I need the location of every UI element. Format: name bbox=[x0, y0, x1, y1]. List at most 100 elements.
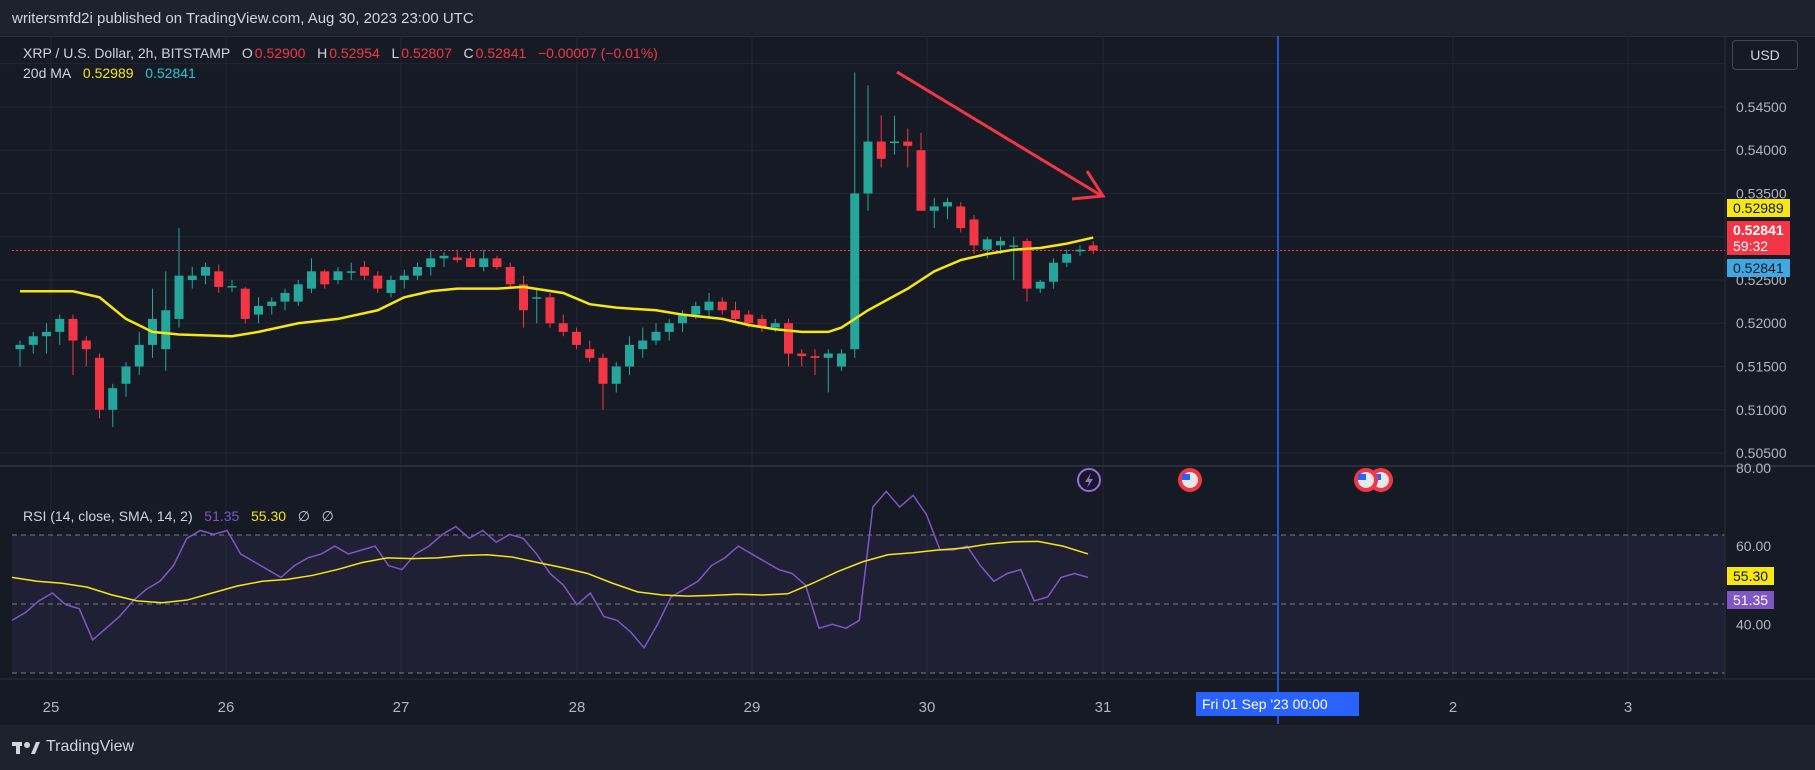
ohlc-legend: XRP / U.S. Dollar, 2h, BITSTAMP O 0.52900… bbox=[23, 45, 658, 61]
candle-body bbox=[837, 353, 846, 367]
lightning-icon[interactable] bbox=[1077, 468, 1101, 492]
candle-body bbox=[174, 275, 184, 319]
time-axis-ticks: 25 26 27 28 29 30 31 2 3 bbox=[43, 699, 1633, 716]
ma-price-tag: 0.52989 bbox=[1727, 199, 1790, 217]
change-value: −0.00007 (−0.01%) bbox=[537, 45, 658, 61]
price-tick-label: 0.51000 bbox=[1736, 402, 1787, 418]
candle-body bbox=[293, 284, 303, 302]
rsi-line bbox=[11, 490, 1089, 650]
price-tick-label: 0.53500 bbox=[1736, 185, 1787, 201]
candle-body bbox=[545, 297, 555, 324]
candle-body bbox=[691, 305, 701, 315]
candle-body bbox=[638, 340, 648, 350]
candle-body bbox=[664, 323, 674, 332]
time-tick-label: 28 bbox=[569, 699, 586, 716]
rsi-ma-tag: 55.30 bbox=[1727, 567, 1775, 585]
rsi-value: 51.35 bbox=[204, 508, 240, 524]
crosshair-time-label: Fri 01 Sep '23 00:00 bbox=[1196, 692, 1359, 716]
candle-body bbox=[42, 331, 51, 337]
candle-body bbox=[227, 286, 237, 288]
candle-body bbox=[1009, 245, 1019, 247]
low-value: 0.52807 bbox=[401, 45, 452, 61]
candle-body bbox=[823, 353, 833, 358]
candle-body bbox=[55, 318, 65, 332]
ma-value: 0.52989 bbox=[82, 65, 134, 81]
tradingview-logo[interactable]: TradingView bbox=[12, 738, 134, 756]
rsi-tick-label: 40.00 bbox=[1736, 616, 1771, 632]
price-tick-label: 0.54500 bbox=[1736, 99, 1787, 115]
us-flag-icon[interactable] bbox=[1354, 468, 1378, 492]
price-tick-label: 0.52000 bbox=[1736, 315, 1787, 331]
candle-body bbox=[479, 258, 489, 268]
trend-arrow[interactable] bbox=[896, 70, 1106, 201]
last-price-tag: 0.52841 59:32 bbox=[1727, 221, 1790, 255]
candle-body bbox=[320, 271, 330, 285]
time-tick-label: 26 bbox=[218, 699, 235, 716]
candle-body bbox=[452, 257, 462, 261]
candle-body bbox=[28, 336, 38, 345]
publish-line: writersmfd2i published on TradingView.co… bbox=[12, 10, 474, 27]
candle-body bbox=[333, 271, 343, 280]
candle-body bbox=[1088, 245, 1098, 251]
chart-svg[interactable]: 0.505000.510000.515000.520000.525000.530… bbox=[0, 36, 1815, 724]
ma-20d-line bbox=[20, 236, 1094, 338]
us-flag-icon[interactable] bbox=[1178, 468, 1202, 492]
low-label: L bbox=[391, 45, 400, 61]
candle-body bbox=[797, 353, 807, 357]
ma-legend: 20d MA 0.52989 0.52841 bbox=[23, 65, 196, 81]
price-tick-label: 0.51500 bbox=[1736, 359, 1787, 375]
candle-body bbox=[969, 219, 979, 246]
candle-body bbox=[373, 275, 383, 289]
candle-body bbox=[876, 141, 886, 159]
candle-body bbox=[532, 297, 542, 299]
candle-body bbox=[505, 267, 515, 285]
bar-countdown: 59:32 bbox=[1733, 238, 1769, 254]
candle-body bbox=[996, 241, 1005, 246]
candle-body bbox=[1062, 254, 1072, 263]
candle-body bbox=[651, 331, 661, 341]
candle-body bbox=[413, 267, 422, 276]
candle-body bbox=[214, 271, 224, 287]
candle-body bbox=[903, 141, 913, 146]
candle-body bbox=[1075, 249, 1085, 252]
candle-body bbox=[399, 275, 409, 280]
last-price-value: 0.52841 bbox=[1733, 222, 1784, 238]
rsi-tick-label: 80.00 bbox=[1736, 460, 1771, 476]
candle-body bbox=[929, 206, 939, 211]
ma-value-2: 0.52841 bbox=[145, 65, 196, 81]
time-tick-label: 27 bbox=[393, 699, 410, 716]
candle-body bbox=[267, 301, 277, 306]
candle-body bbox=[280, 292, 290, 302]
candle-body bbox=[386, 279, 396, 293]
time-tick-label: 29 bbox=[744, 699, 761, 716]
open-value: 0.52900 bbox=[254, 45, 306, 61]
symbol-title[interactable]: XRP / U.S. Dollar, 2h, BITSTAMP bbox=[23, 45, 231, 61]
close-value: 0.52841 bbox=[475, 45, 527, 61]
candle-body bbox=[863, 141, 873, 194]
candle-body bbox=[161, 310, 171, 350]
rsi-extra-2: ∅ bbox=[321, 508, 334, 524]
high-label: H bbox=[317, 45, 328, 61]
rsi-tag: 51.35 bbox=[1727, 591, 1775, 609]
candle-body bbox=[704, 301, 714, 311]
rsi-label[interactable]: RSI (14, close, SMA, 14, 2) bbox=[23, 508, 193, 524]
candle-body bbox=[95, 357, 104, 410]
candle-body bbox=[134, 344, 144, 367]
ma-label[interactable]: 20d MA bbox=[23, 65, 72, 81]
rsi-legend: RSI (14, close, SMA, 14, 2) 51.35 55.30 … bbox=[23, 508, 334, 525]
candle-body bbox=[611, 366, 621, 384]
rsi-ma-line bbox=[11, 540, 1089, 604]
candle-body bbox=[757, 318, 767, 328]
candle-body bbox=[346, 271, 356, 273]
candle-body bbox=[744, 314, 754, 324]
candle-body bbox=[15, 344, 25, 350]
candle-body bbox=[121, 366, 131, 384]
candle-body bbox=[1022, 241, 1032, 289]
rsi-tick-label: 60.00 bbox=[1736, 538, 1771, 554]
candle-body bbox=[307, 271, 316, 289]
rsi-ma-value: 55.30 bbox=[251, 508, 287, 524]
candle-body bbox=[982, 239, 992, 250]
time-tick-label: 2 bbox=[1449, 699, 1457, 716]
currency-button[interactable]: USD bbox=[1732, 40, 1798, 70]
candle-body bbox=[1049, 262, 1058, 282]
